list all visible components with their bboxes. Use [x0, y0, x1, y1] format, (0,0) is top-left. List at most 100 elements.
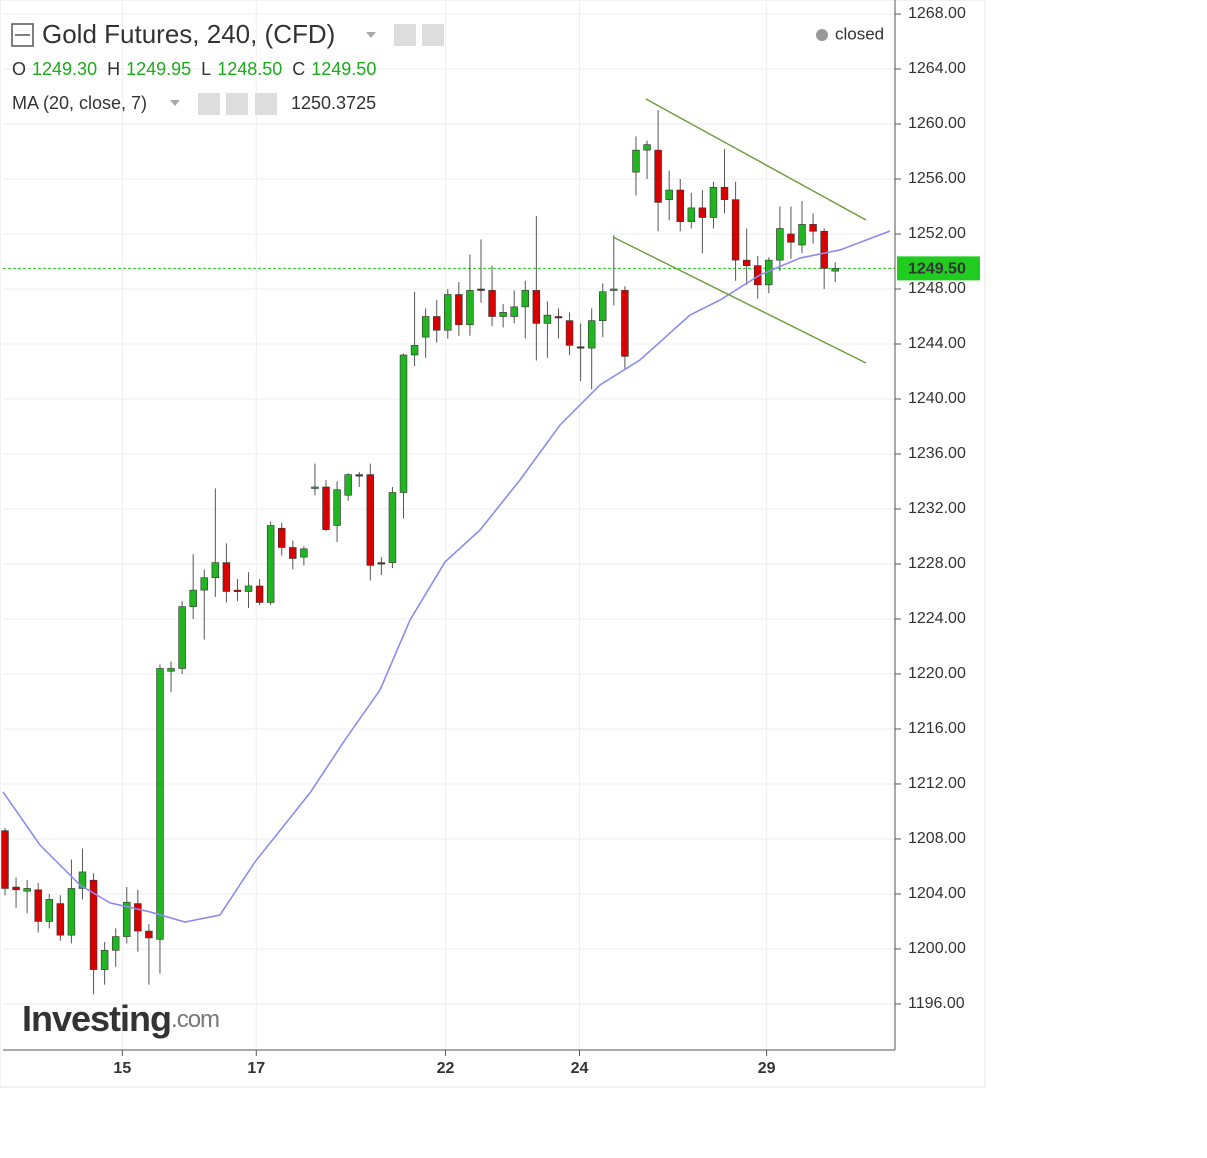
candle-body: [432, 316, 441, 331]
y-tick-label: 1260.00: [908, 115, 966, 132]
candle-body: [466, 290, 474, 326]
candle-body: [78, 871, 87, 889]
candle-body: [709, 186, 718, 218]
candle-body: [12, 886, 20, 891]
candle-body: [399, 354, 408, 493]
trend-line: [612, 236, 867, 364]
ohlc-legend: O 1249.30 H 1249.95 L 1248.50 C 1249.50: [12, 59, 376, 79]
x-tick-label: 22: [437, 1060, 455, 1077]
dropdown-arrow[interactable]: [170, 100, 180, 106]
candle-body: [776, 228, 784, 261]
indicator-icon[interactable]: [198, 93, 220, 115]
x-tick-label: 15: [113, 1060, 131, 1077]
y-tick-label: 1256.00: [908, 170, 966, 187]
candle-body: [720, 186, 729, 200]
candle-body: [366, 474, 375, 566]
candle-body: [300, 548, 308, 558]
candle-body: [554, 316, 563, 319]
candle-body: [532, 290, 541, 324]
candle-body: [587, 320, 596, 349]
y-tick-label: 1228.00: [908, 555, 966, 572]
candle-body: [45, 899, 54, 922]
candle-body: [499, 312, 507, 317]
candle-body: [156, 668, 164, 940]
ohlc-key: O: [12, 59, 26, 79]
candle-body: [654, 149, 662, 203]
candle-body: [455, 294, 463, 326]
ohlc-value: 1248.50: [217, 59, 282, 79]
y-tick-label: 1224.00: [908, 610, 966, 627]
candle-body: [831, 268, 839, 272]
candle-body: [311, 486, 319, 489]
candle-body: [111, 936, 120, 951]
candle-body: [244, 585, 253, 592]
y-tick-label: 1200.00: [908, 940, 966, 957]
candle-body: [67, 888, 76, 936]
collapse-icon[interactable]: [11, 23, 34, 47]
candle-body: [388, 492, 397, 563]
candle-body: [56, 903, 65, 936]
candle-body: [565, 320, 574, 346]
settings-icon[interactable]: [394, 24, 416, 46]
watermark: Investing.com: [22, 998, 219, 1039]
candle-body: [89, 879, 98, 970]
x-tick-label: 29: [758, 1060, 776, 1077]
chart-title: Gold Futures, 240, (CFD): [42, 19, 335, 49]
y-tick-label: 1204.00: [908, 885, 966, 902]
status-dot: [816, 29, 828, 41]
candle-body: [200, 577, 208, 591]
candle-body: [621, 290, 629, 357]
y-tick-label: 1244.00: [908, 335, 966, 352]
candle-body: [687, 207, 696, 222]
x-tick-label: 24: [571, 1060, 589, 1077]
candle-body: [344, 474, 352, 496]
candle-body: [100, 950, 109, 970]
candle-body: [521, 290, 530, 308]
candle-body: [377, 562, 386, 565]
candle-body: [421, 316, 430, 338]
remove-icon[interactable]: [255, 93, 277, 115]
indicator-name: MA (20, close, 7): [12, 93, 147, 113]
settings-icon[interactable]: [422, 24, 444, 46]
candle-body: [410, 345, 419, 356]
moving-average: [2, 230, 891, 923]
candle-body: [787, 233, 795, 243]
candle-body: [444, 294, 452, 331]
candle-body: [255, 585, 264, 603]
candle-body: [123, 901, 131, 937]
candle-body: [599, 291, 607, 321]
candle-body: [510, 306, 518, 317]
ohlc-key: L: [201, 59, 211, 79]
last-price-label: 1249.50: [908, 261, 966, 278]
candle-body: [477, 288, 485, 291]
watermark-domain: .com: [171, 1006, 219, 1033]
candle-body: [355, 474, 363, 477]
y-tick-label: 1268.00: [908, 5, 966, 22]
candle-body: [178, 606, 186, 669]
candle-body: [576, 346, 585, 349]
y-tick-label: 1240.00: [908, 390, 966, 407]
candle-body: [145, 930, 153, 939]
ohlc-value: 1249.50: [311, 59, 376, 79]
candle-body: [322, 486, 330, 530]
chart-frame: [0, 0, 986, 1088]
candle-body: [488, 290, 496, 317]
y-tick-label: 1208.00: [908, 830, 966, 847]
y-tick-label: 1212.00: [908, 775, 966, 792]
indicator-icon[interactable]: [226, 93, 248, 115]
dropdown-arrow[interactable]: [366, 32, 376, 38]
candle-body: [676, 189, 684, 222]
candle-body: [189, 589, 197, 607]
candle-body: [233, 589, 242, 592]
candle-body: [289, 547, 297, 559]
candle-body: [134, 903, 142, 932]
candle-body: [1, 830, 9, 889]
candle-body: [266, 525, 275, 603]
ohlc-key: H: [107, 59, 120, 79]
y-tick-label: 1264.00: [908, 60, 966, 77]
y-tick-label: 1248.00: [908, 280, 966, 297]
candle-body: [167, 668, 175, 672]
trend-line: [645, 98, 867, 221]
